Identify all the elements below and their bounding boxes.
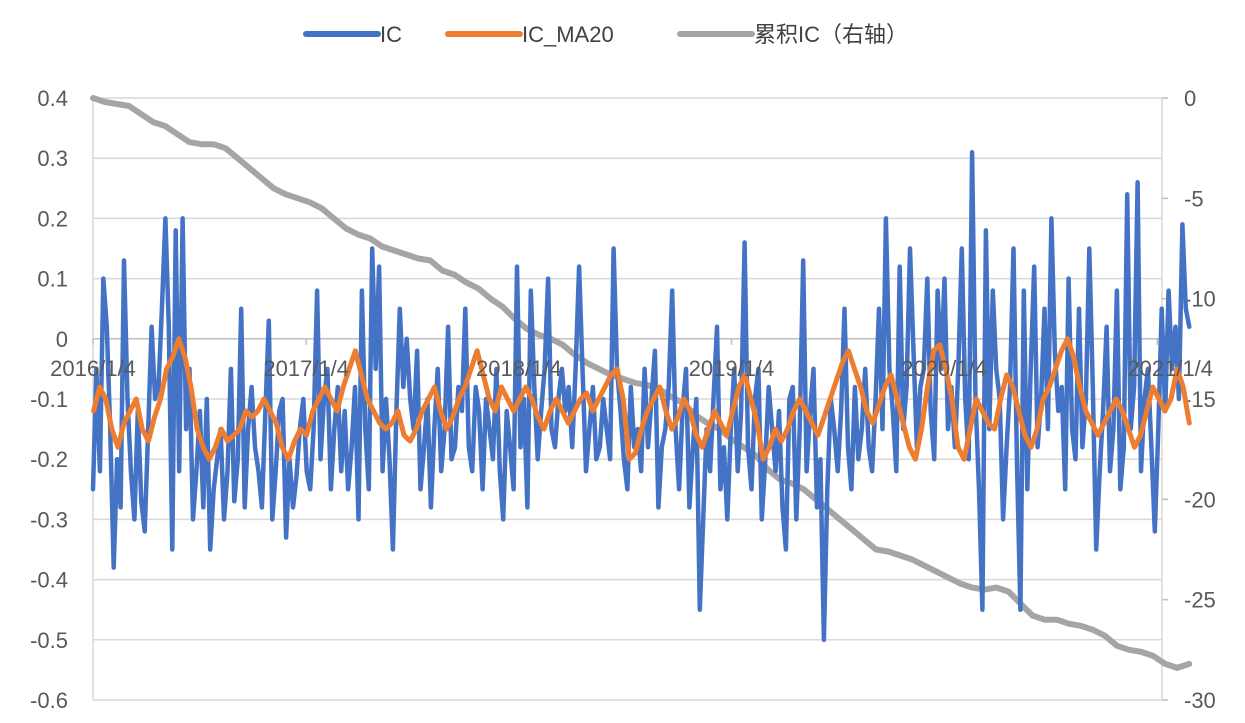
y-left-tick-label: -0.4 [30, 568, 68, 593]
legend-item: IC_MA20 [445, 22, 614, 47]
y-left-tick-label: -0.3 [30, 507, 68, 532]
legend-label: 累积IC（右轴） [754, 22, 908, 47]
y-left-tick-label: -0.1 [30, 387, 68, 412]
y-left-tick-label: 0.4 [37, 86, 68, 111]
x-tick-label: 2019/1/4 [689, 356, 775, 381]
x-tick-label: 2021/1/4 [1127, 356, 1213, 381]
legend: IC IC_MA20 累积IC（右轴） [303, 22, 908, 47]
y-left-tick-label: 0 [56, 327, 68, 352]
y-right-tick-label: 0 [1184, 86, 1196, 111]
y-left-tick-label: 0.1 [37, 267, 68, 292]
series-layer [90, 95, 1193, 671]
x-tick-label: 2020/1/4 [901, 356, 987, 381]
y-right-tick-label: -25 [1184, 588, 1216, 613]
legend-label: IC [380, 22, 402, 47]
series-line-ic-ma20 [91, 336, 1192, 462]
series-line-ic [90, 149, 1192, 643]
y-right-tick-label: -30 [1184, 688, 1216, 713]
legend-label: IC_MA20 [522, 22, 614, 47]
legend-item: IC [303, 22, 402, 47]
y-left-tick-label: -0.5 [30, 628, 68, 653]
y-right-tick-label: -5 [1184, 186, 1204, 211]
series-line-cumulative-ic [90, 95, 1193, 671]
x-axis-labels: 2016/1/4 2017/1/4 2018/1/4 2019/1/4 2020/1/4… [50, 356, 1213, 381]
y-axis-left: 0.4 0.3 0.2 0.1 0 -0.1 -0.2 -0.3 -0.4 -0.5 -0.6 [30, 86, 68, 713]
legend-item: 累积IC（右轴） [677, 22, 908, 47]
y-left-tick-label: -0.6 [30, 688, 68, 713]
y-left-tick-label: -0.2 [30, 447, 68, 472]
y-right-tick-label: -20 [1184, 487, 1216, 512]
y-right-tick-label: -15 [1184, 387, 1216, 412]
y-right-tick-label: -10 [1184, 287, 1216, 312]
y-left-tick-label: 0.3 [37, 146, 68, 171]
x-axis [92, 338, 1162, 345]
y-left-tick-label: 0.2 [37, 206, 68, 231]
x-tick-label: 2016/1/4 [50, 356, 136, 381]
x-tick-label: 2017/1/4 [263, 356, 349, 381]
x-tick-label: 2018/1/4 [476, 356, 562, 381]
